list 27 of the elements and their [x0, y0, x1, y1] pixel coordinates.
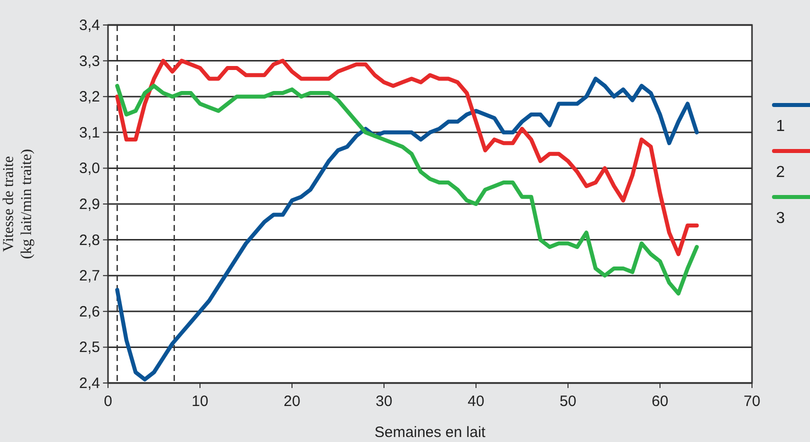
y-tick-label: 3,3	[79, 52, 100, 70]
y-tick-label: 2,5	[79, 339, 100, 356]
x-tick-label: 60	[652, 393, 668, 410]
y-tick-label: 3,1	[79, 124, 100, 142]
x-tick-label: 30	[376, 393, 392, 410]
x-tick-label: 70	[744, 393, 760, 410]
y-tick-label: 3,0	[79, 160, 100, 178]
x-tick-label: 20	[284, 393, 300, 410]
x-tick-label: 10	[192, 393, 208, 410]
y-tick-label: 2,6	[79, 303, 100, 320]
y-tick-label: 2,7	[79, 268, 100, 285]
legend-label: 3	[776, 210, 785, 227]
legend-label: 2	[776, 164, 785, 181]
x-tick-label: 50	[560, 393, 576, 410]
x-tick-label: 0	[104, 393, 112, 410]
y-tick-label: 2,8	[79, 232, 100, 249]
line-series	[115, 76, 699, 382]
line-series	[115, 84, 699, 296]
y-tick-label: 3,2	[79, 88, 100, 106]
y-tick-label: 3,4	[79, 17, 100, 34]
legend-label: 1	[776, 118, 785, 135]
x-tick-label: 40	[468, 393, 484, 410]
y-tick-label: 2,9	[79, 196, 100, 213]
y-tick-label: 2,4	[79, 375, 100, 392]
x-axis-title: Semaines en lait	[374, 424, 486, 441]
y-axis-title: Vitesse de traite (kg lait/min traite)	[1, 149, 35, 259]
line-series	[115, 58, 699, 256]
